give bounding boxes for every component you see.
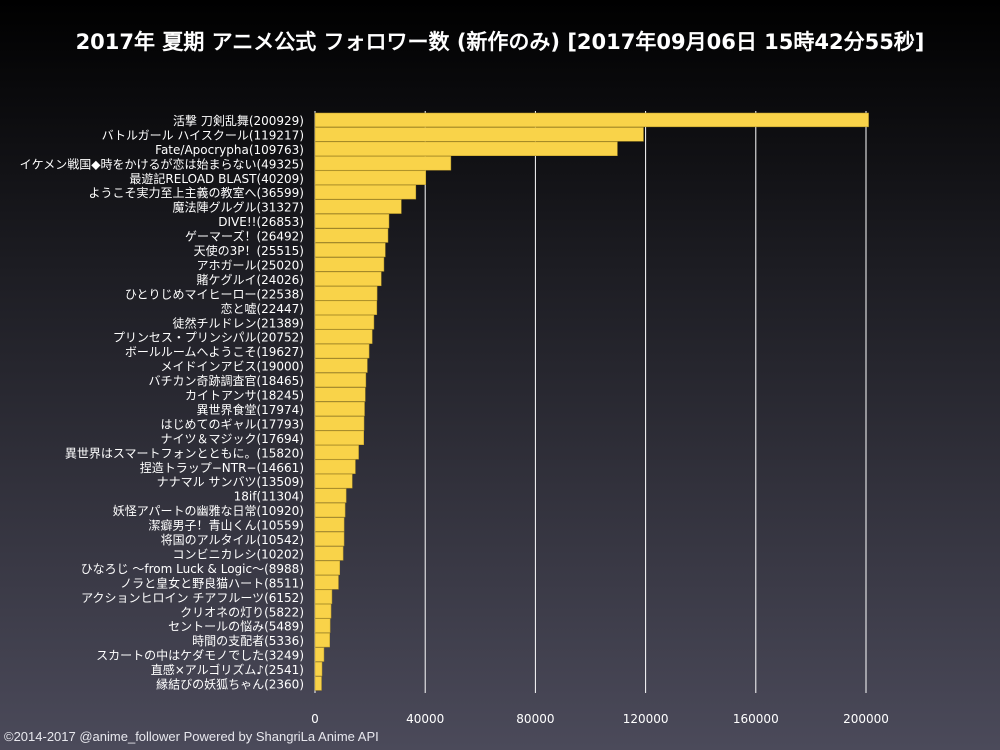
category-label: アクションヒロイン チアフルーツ(6152) [81, 591, 304, 605]
category-label: 潔癖男子！青山くん(10559) [148, 518, 304, 533]
category-label: クリオネの灯り(5822) [180, 605, 304, 619]
category-label: 捏造トラップ−NTR−(14661) [140, 460, 304, 475]
category-label: バチカン奇跡調査官(18465) [148, 373, 304, 388]
category-label: ナイツ＆マジック(17694) [160, 432, 304, 446]
bar [314, 286, 378, 301]
x-tick-label: 120000 [623, 712, 669, 726]
category-label: バトルガール ハイスクール(119217) [102, 128, 304, 142]
bar [314, 213, 390, 229]
bar [314, 647, 325, 662]
bar [314, 387, 366, 402]
category-label: 最遊記RELOAD BLAST(40209) [129, 171, 304, 186]
category-label: 恋と嘘(22447) [220, 301, 304, 316]
bar [314, 329, 373, 344]
bar [314, 575, 339, 590]
category-label: カイトアンサ(18245) [185, 389, 304, 403]
category-label: 賭ケグルイ(24026) [196, 273, 304, 287]
footer-credit: ©2014-2017 @anime_follower Powered by Sh… [4, 729, 379, 744]
bar [314, 185, 417, 200]
category-label: 異世界はスマートフォンとともに。(15820) [65, 446, 304, 460]
bar [314, 358, 368, 373]
category-label: 魔法陣グルグル(31327) [172, 200, 304, 215]
x-tick-label: 200000 [843, 712, 889, 726]
category-label: はじめてのギャル(17793) [160, 417, 304, 431]
bar [314, 170, 427, 185]
bar [314, 589, 333, 604]
bar [314, 372, 367, 388]
category-label: 将国のアルタイル(10542) [161, 533, 304, 547]
bar [314, 560, 341, 576]
bar [314, 300, 378, 315]
category-label: ひとりじめマイヒーロー(22538) [125, 287, 304, 301]
category-label: ひなろじ 〜from Luck & Logic〜(8988) [81, 562, 304, 576]
bar [314, 112, 869, 128]
bar [314, 474, 353, 489]
category-label: プリンセス・プリンシパル(20752) [113, 331, 304, 345]
bar [314, 141, 618, 156]
x-tick-label: 80000 [516, 712, 554, 726]
bar [314, 315, 375, 330]
category-label: Fate/Apocrypha(109763) [155, 143, 304, 157]
category-label: 時間の支配者(5336) [192, 634, 304, 648]
bar [314, 416, 365, 431]
bar [314, 531, 345, 547]
bar [314, 271, 382, 287]
category-label: メイドインアビス(19000) [160, 360, 304, 374]
bar [314, 343, 370, 359]
category-label: ようこそ実力至上主義の教室へ(36599) [88, 185, 304, 200]
bar [314, 401, 365, 417]
category-label: 徒然チルドレン(21389) [172, 315, 304, 330]
bar [314, 459, 356, 474]
category-label: ナナマル サンバツ(13509) [157, 475, 304, 489]
bar [314, 604, 332, 619]
bar [314, 676, 322, 691]
category-label: スカートの中はケダモノでした(3249) [96, 648, 304, 663]
bar [314, 156, 452, 171]
bar [314, 488, 347, 503]
category-label: 18if(11304) [234, 490, 304, 504]
category-label: アホガール(25020) [196, 258, 304, 272]
category-label: 妖怪アパートの幽雅な日常(10920) [113, 503, 304, 518]
bar [314, 632, 330, 648]
category-label: 天使の3P！(25515) [194, 243, 304, 258]
category-label: ゲーマーズ！(26492) [185, 229, 304, 244]
bar [314, 242, 386, 258]
bar [314, 228, 389, 243]
category-label: 活撃 刀剣乱舞(200929) [173, 113, 304, 128]
category-label: イケメン戦国◆時をかけるが恋は始まらない(49325) [20, 156, 304, 171]
category-label: 縁結びの妖狐ちゃん(2360) [156, 677, 304, 692]
category-label: ボールルームへようこそ(19627) [125, 345, 304, 359]
bar [314, 199, 402, 214]
category-label: 異世界食堂(17974) [196, 402, 304, 417]
category-label: コンビニカレシ(10202) [172, 547, 304, 561]
chart-title: 2017年 夏期 アニメ公式 フォロワー数 (新作のみ) [2017年09月06… [75, 30, 925, 54]
bar [314, 445, 359, 460]
x-tick-label: 160000 [733, 712, 779, 726]
bar [314, 618, 331, 633]
category-label: セントールの悩み(5489) [168, 620, 304, 634]
x-tick-label: 0 [311, 712, 319, 726]
bar [314, 127, 644, 142]
bar [314, 517, 345, 532]
x-tick-label: 40000 [406, 712, 444, 726]
bar [314, 661, 323, 677]
bar [314, 257, 385, 272]
bar [314, 430, 364, 445]
bar [314, 502, 346, 518]
category-label: 直感×アルゴリズム♪(2541) [151, 662, 304, 677]
category-label: ノラと皇女と野良猫ハート(8511) [120, 575, 304, 590]
bar [314, 546, 344, 561]
category-label: DIVE!!(26853) [218, 215, 304, 229]
